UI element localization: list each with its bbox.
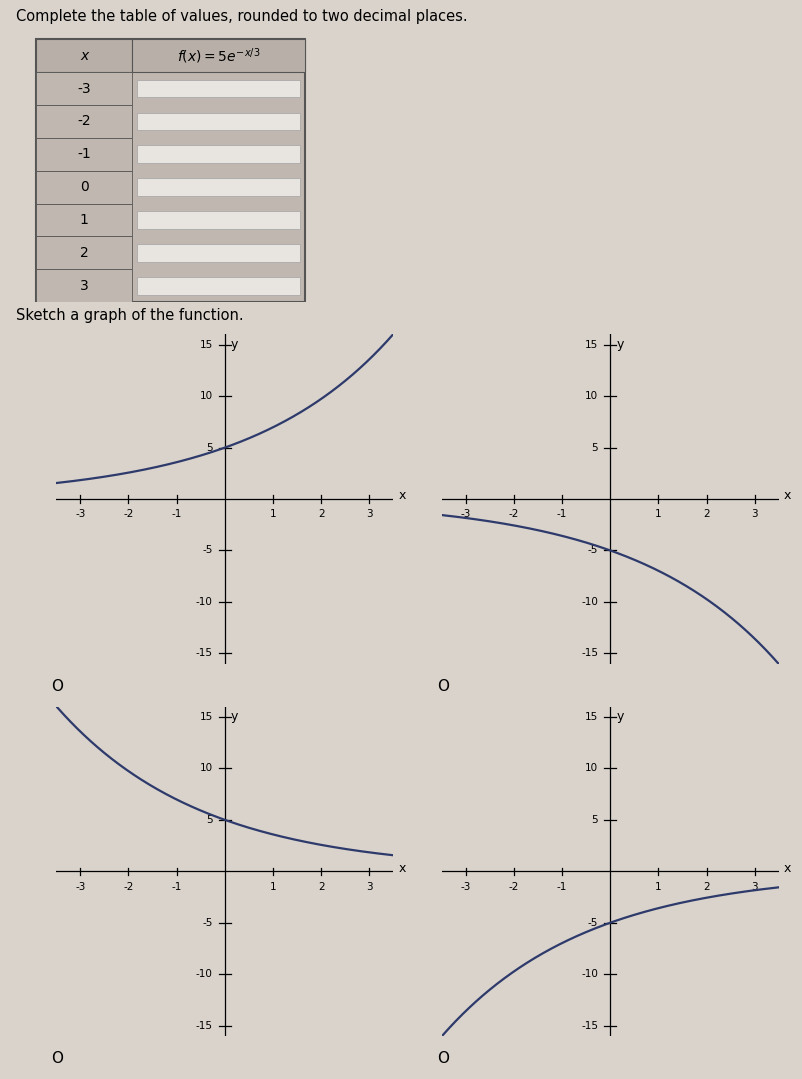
FancyBboxPatch shape [137, 277, 300, 295]
Text: x: x [80, 49, 88, 63]
Text: x: x [398, 862, 405, 875]
Text: 10: 10 [200, 764, 213, 774]
FancyBboxPatch shape [137, 211, 300, 229]
Text: 15: 15 [584, 340, 597, 350]
Text: -2: -2 [124, 882, 133, 891]
Text: 10: 10 [585, 764, 597, 774]
Text: 15: 15 [199, 712, 213, 722]
Text: -15: -15 [581, 1021, 597, 1030]
Text: -3: -3 [460, 509, 470, 519]
Text: 15: 15 [584, 712, 597, 722]
Text: $f(x) = 5e^{-x/3}$: $f(x) = 5e^{-x/3}$ [177, 46, 260, 66]
FancyBboxPatch shape [36, 270, 132, 302]
Text: -15: -15 [196, 1021, 213, 1030]
Text: -2: -2 [124, 509, 133, 519]
Text: O: O [51, 679, 63, 694]
Text: 2: 2 [80, 246, 88, 260]
Text: 5: 5 [591, 442, 597, 452]
FancyBboxPatch shape [36, 138, 132, 170]
FancyBboxPatch shape [36, 105, 132, 138]
Text: O: O [436, 679, 448, 694]
Text: -2: -2 [508, 882, 518, 891]
FancyBboxPatch shape [137, 178, 300, 196]
Text: -3: -3 [75, 882, 85, 891]
Text: y: y [230, 710, 238, 723]
Text: 10: 10 [200, 392, 213, 401]
Text: x: x [783, 862, 790, 875]
Text: 1: 1 [654, 509, 661, 519]
Text: 0: 0 [80, 180, 88, 194]
Text: 3: 3 [366, 509, 372, 519]
Text: -2: -2 [508, 509, 518, 519]
Text: 2: 2 [318, 509, 324, 519]
Text: 1: 1 [269, 882, 276, 891]
Text: -15: -15 [196, 648, 213, 658]
Text: -5: -5 [202, 546, 213, 556]
Text: 3: 3 [751, 509, 757, 519]
Text: 5: 5 [206, 815, 213, 824]
Text: -1: -1 [557, 882, 566, 891]
FancyBboxPatch shape [36, 236, 132, 270]
Text: 5: 5 [591, 815, 597, 824]
FancyBboxPatch shape [36, 72, 132, 105]
FancyBboxPatch shape [132, 39, 305, 72]
Text: 2: 2 [318, 882, 324, 891]
Text: -15: -15 [581, 648, 597, 658]
Text: O: O [51, 1051, 63, 1066]
Text: y: y [615, 338, 623, 351]
Text: 2: 2 [703, 509, 709, 519]
Text: -10: -10 [196, 969, 213, 979]
Text: 3: 3 [366, 882, 372, 891]
Text: -5: -5 [202, 918, 213, 928]
Text: 5: 5 [206, 442, 213, 452]
Text: 3: 3 [80, 278, 88, 292]
Text: 15: 15 [199, 340, 213, 350]
Text: -1: -1 [77, 147, 91, 161]
FancyBboxPatch shape [137, 112, 300, 131]
Text: x: x [783, 490, 790, 503]
Text: 3: 3 [751, 882, 757, 891]
Text: 10: 10 [585, 392, 597, 401]
Text: 1: 1 [79, 213, 89, 227]
FancyBboxPatch shape [36, 39, 305, 302]
Text: Sketch a graph of the function.: Sketch a graph of the function. [16, 308, 243, 323]
Text: x: x [398, 490, 405, 503]
Text: -5: -5 [587, 546, 597, 556]
Text: -2: -2 [78, 114, 91, 128]
Text: 2: 2 [703, 882, 709, 891]
FancyBboxPatch shape [36, 39, 132, 72]
Text: y: y [230, 338, 238, 351]
Text: 1: 1 [269, 509, 276, 519]
FancyBboxPatch shape [36, 204, 132, 236]
FancyBboxPatch shape [137, 80, 300, 97]
Text: Complete the table of values, rounded to two decimal places.: Complete the table of values, rounded to… [16, 9, 467, 24]
Text: O: O [436, 1051, 448, 1066]
Text: -10: -10 [581, 597, 597, 606]
Text: -1: -1 [172, 509, 181, 519]
Text: 1: 1 [654, 882, 661, 891]
Text: -3: -3 [78, 82, 91, 96]
FancyBboxPatch shape [137, 244, 300, 262]
Text: -10: -10 [196, 597, 213, 606]
FancyBboxPatch shape [137, 146, 300, 163]
Text: -5: -5 [587, 918, 597, 928]
Text: -10: -10 [581, 969, 597, 979]
Text: -1: -1 [557, 509, 566, 519]
Text: -1: -1 [172, 882, 181, 891]
Text: -3: -3 [460, 882, 470, 891]
Text: y: y [615, 710, 623, 723]
Text: -3: -3 [75, 509, 85, 519]
FancyBboxPatch shape [36, 170, 132, 204]
